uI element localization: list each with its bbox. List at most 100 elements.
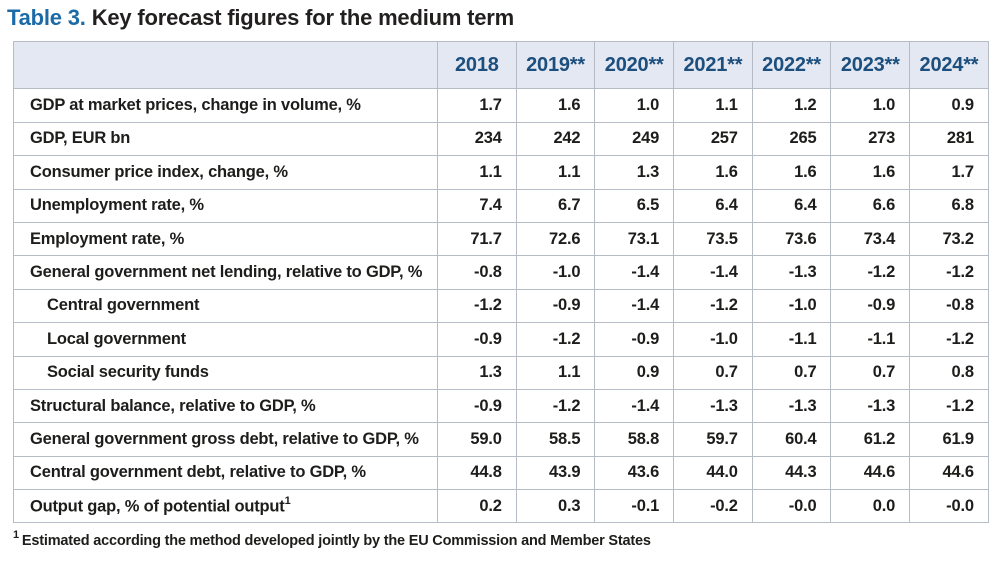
cell-value: 0.3 xyxy=(515,489,596,524)
corner-cell xyxy=(13,41,438,90)
year-column-header: 2022** xyxy=(751,41,832,90)
cell-value: -0.1 xyxy=(594,489,675,524)
footnote-text: Estimated according the method developed… xyxy=(21,533,651,550)
table-row: General government net lending, relative… xyxy=(13,255,989,290)
year-column-header: 2023** xyxy=(830,41,911,90)
cell-value: 6.5 xyxy=(594,188,675,223)
row-label: Employment rate, % xyxy=(13,221,438,257)
cell-value: 71.7 xyxy=(437,221,517,257)
cell-value: 58.8 xyxy=(594,422,675,457)
cell-value: 273 xyxy=(830,121,911,157)
cell-value: 1.6 xyxy=(515,88,596,123)
cell-value: 44.3 xyxy=(751,455,832,491)
cell-value: -0.2 xyxy=(673,489,753,524)
cell-value: -0.8 xyxy=(437,255,517,290)
table-row: Structural balance, relative to GDP, % -… xyxy=(13,388,989,424)
cell-value: -1.0 xyxy=(515,255,596,290)
row-label: Output gap, % of potential output1 xyxy=(13,489,438,524)
footnote-marker: 1 xyxy=(13,529,19,542)
cell-value: 0.7 xyxy=(673,355,753,390)
cell-value: 6.7 xyxy=(515,188,596,223)
row-label: GDP at market prices, change in volume, … xyxy=(13,88,438,123)
cell-value: 1.3 xyxy=(594,155,675,190)
table-row: Unemployment rate, % 7.4 6.7 6.5 6.4 6.4… xyxy=(13,188,989,223)
cell-value: 6.4 xyxy=(673,188,753,223)
cell-value: -1.4 xyxy=(594,255,675,290)
table-row: GDP at market prices, change in volume, … xyxy=(13,88,989,123)
table-title: Table 3. Key forecast figures for the med… xyxy=(7,5,988,31)
cell-value: 1.0 xyxy=(830,88,911,123)
cell-value: -1.3 xyxy=(830,388,911,424)
cell-value: 73.5 xyxy=(673,221,753,257)
cell-value: 61.9 xyxy=(909,422,989,457)
row-label: General government gross debt, relative … xyxy=(13,422,438,457)
cell-value: 1.3 xyxy=(437,355,517,390)
cell-value: 59.7 xyxy=(673,422,753,457)
cell-value: 43.6 xyxy=(594,455,675,491)
cell-value: 6.8 xyxy=(909,188,989,223)
cell-value: -0.8 xyxy=(909,288,989,324)
cell-value: 72.6 xyxy=(515,221,596,257)
cell-value: -0.9 xyxy=(830,288,911,324)
cell-value: -0.9 xyxy=(437,388,517,424)
cell-value: -1.2 xyxy=(515,322,596,357)
table-row: Employment rate, % 71.7 72.6 73.1 73.5 7… xyxy=(13,221,989,257)
row-label: Social security funds xyxy=(13,355,438,390)
cell-value: 1.1 xyxy=(437,155,517,190)
row-label: Structural balance, relative to GDP, % xyxy=(13,388,438,424)
cell-value: 44.6 xyxy=(909,455,989,491)
cell-value: 44.8 xyxy=(437,455,517,491)
cell-value: 60.4 xyxy=(751,422,832,457)
table-row: Central government debt, relative to GDP… xyxy=(13,455,989,491)
cell-value: 1.6 xyxy=(830,155,911,190)
cell-value: -0.0 xyxy=(909,489,989,524)
cell-value: 1.1 xyxy=(673,88,753,123)
table-row: Central government -1.2 -0.9 -1.4 -1.2 -… xyxy=(13,288,989,324)
footnote: 1 Estimated according the method develope… xyxy=(13,529,988,550)
cell-value: -1.0 xyxy=(751,288,832,324)
cell-value: 7.4 xyxy=(437,188,517,223)
cell-value: 1.2 xyxy=(751,88,832,123)
cell-value: -1.2 xyxy=(909,255,989,290)
year-column-header: 2018 xyxy=(437,41,517,90)
cell-value: 265 xyxy=(751,121,832,157)
year-column-header: 2020** xyxy=(594,41,675,90)
cell-value: -1.3 xyxy=(673,388,753,424)
cell-value: 281 xyxy=(909,121,989,157)
table-row: Local government -0.9 -1.2 -0.9 -1.0 -1.… xyxy=(13,322,989,357)
table-row: General government gross debt, relative … xyxy=(13,422,989,457)
cell-value: 73.2 xyxy=(909,221,989,257)
row-label: Consumer price index, change, % xyxy=(13,155,438,190)
cell-value: 234 xyxy=(437,121,517,157)
table-title-number: Table 3. xyxy=(7,5,86,30)
cell-value: -1.2 xyxy=(437,288,517,324)
row-label: Local government xyxy=(13,322,438,357)
cell-value: 0.7 xyxy=(830,355,911,390)
cell-value: 1.7 xyxy=(909,155,989,190)
cell-value: 43.9 xyxy=(515,455,596,491)
row-label: Central government xyxy=(13,288,438,324)
cell-value: 0.9 xyxy=(594,355,675,390)
cell-value: 59.0 xyxy=(437,422,517,457)
cell-value: 1.6 xyxy=(673,155,753,190)
year-column-header: 2021** xyxy=(673,41,753,90)
row-label-text: Output gap, % of potential output xyxy=(30,497,285,516)
cell-value: 0.7 xyxy=(751,355,832,390)
cell-value: -1.0 xyxy=(673,322,753,357)
table-row: GDP, EUR bn 234 242 249 257 265 273 281 xyxy=(13,121,989,157)
cell-value: -1.4 xyxy=(594,288,675,324)
cell-value: -1.3 xyxy=(751,255,832,290)
cell-value: -1.2 xyxy=(909,322,989,357)
table-title-text: Key forecast figures for the medium term xyxy=(91,5,515,30)
cell-value: 0.9 xyxy=(909,88,989,123)
table-header-row: 2018 2019** 2020** 2021** 2022** 2023** … xyxy=(13,41,989,90)
cell-value: 0.8 xyxy=(909,355,989,390)
cell-value: -0.0 xyxy=(751,489,832,524)
cell-value: -1.1 xyxy=(751,322,832,357)
cell-value: 44.0 xyxy=(673,455,753,491)
cell-value: 61.2 xyxy=(830,422,911,457)
cell-value: 0.0 xyxy=(830,489,911,524)
cell-value: 1.6 xyxy=(751,155,832,190)
cell-value: -0.9 xyxy=(594,322,675,357)
table-row: Consumer price index, change, % 1.1 1.1 … xyxy=(13,155,989,190)
